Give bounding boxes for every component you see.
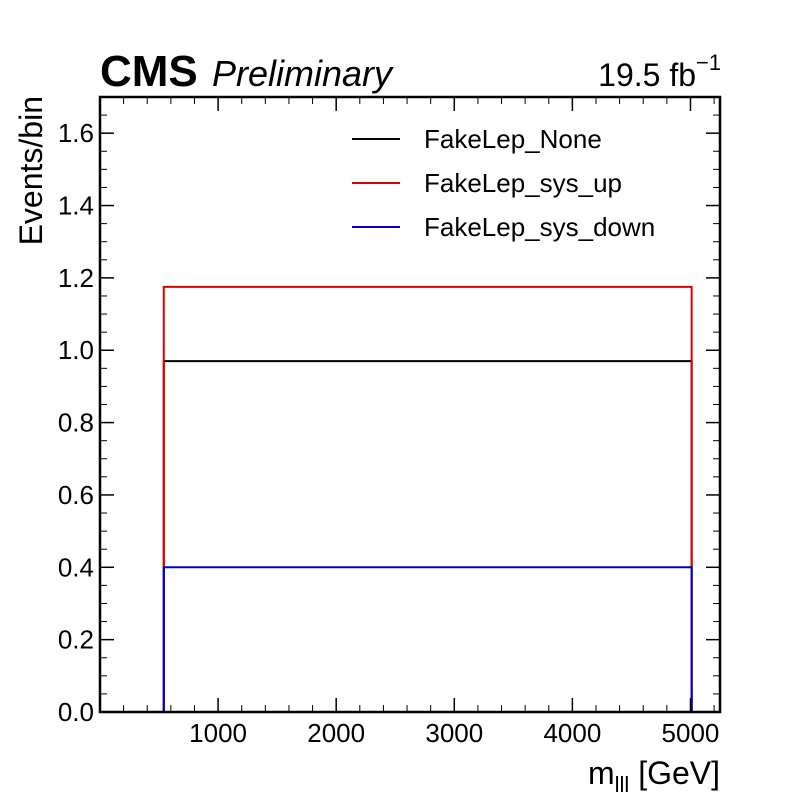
- series-1-histogram: [162, 360, 693, 712]
- svg-text:mlll [GeV]: mlll [GeV]: [588, 755, 720, 797]
- y-tick-label: 1.0: [58, 335, 94, 365]
- experiment-label: CMS: [100, 47, 198, 96]
- series-3-histogram: [162, 566, 693, 712]
- x-tick-label: 2000: [307, 718, 365, 748]
- x-tick-label: 4000: [543, 718, 601, 748]
- plot-area: [162, 285, 693, 712]
- legend-label: FakeLep_None: [424, 124, 602, 154]
- x-axis-title-subscript: lll: [615, 772, 630, 797]
- axis-ticks: 1000 2000 3000 4000 5000 0.0 0.2 0.4 0.6 0.8 1.0 1.…: [58, 97, 720, 748]
- legend-label: FakeLep_sys_down: [424, 212, 655, 242]
- luminosity-exponent: −1: [696, 50, 721, 75]
- y-tick-label: 1.2: [58, 263, 94, 293]
- y-tick-label: 1.4: [58, 191, 94, 221]
- legend: FakeLep_None FakeLep_sys_up FakeLep_sys_do…: [352, 124, 655, 242]
- series-2-histogram: [162, 285, 693, 712]
- y-tick-label: 0.2: [58, 625, 94, 655]
- x-axis-title-unit: [GeV]: [638, 755, 720, 791]
- y-tick-label: 0.4: [58, 552, 94, 582]
- x-tick-label: 5000: [662, 718, 720, 748]
- status-label: Preliminary: [212, 53, 394, 94]
- x-axis-title-main: m: [588, 755, 615, 791]
- plot-frame: [98, 95, 722, 714]
- x-tick-label: 1000: [189, 718, 247, 748]
- luminosity-label: 19.5 fb: [598, 57, 696, 93]
- y-axis-title: Events/bin: [13, 96, 49, 245]
- y-tick-label: 0.6: [58, 480, 94, 510]
- legend-label: FakeLep_sys_up: [424, 168, 622, 198]
- x-tick-label: 3000: [425, 718, 483, 748]
- y-tick-label: 0.8: [58, 408, 94, 438]
- y-tick-label: 1.6: [58, 118, 94, 148]
- y-tick-label: 0.0: [58, 697, 94, 727]
- x-axis-title: mlll [GeV]: [588, 755, 720, 797]
